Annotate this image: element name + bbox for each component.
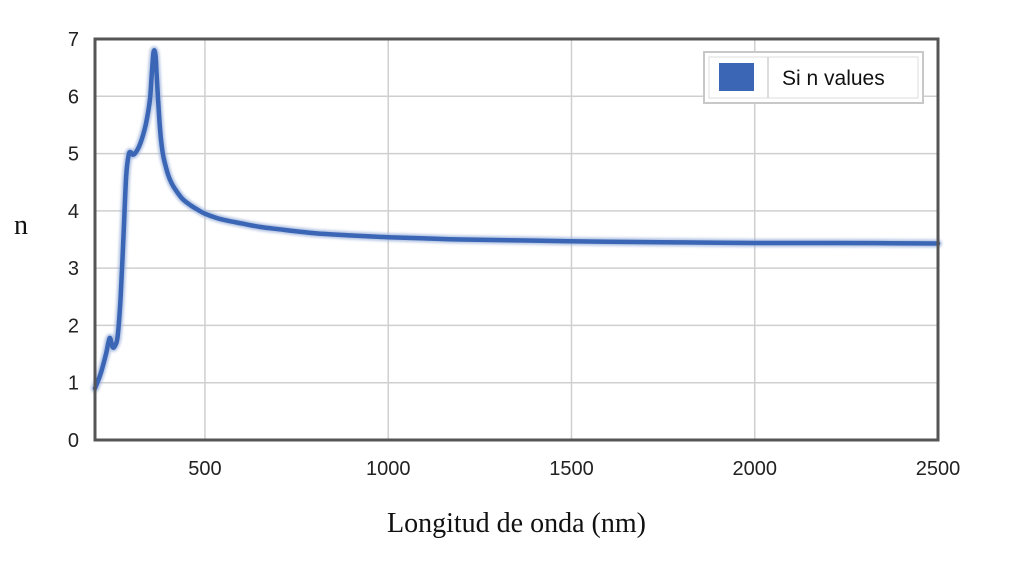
- x-tick-label: 2000: [732, 458, 777, 480]
- legend-box: [703, 51, 924, 104]
- y-tick-labels: 0 1 2 3 4 5 6 7: [68, 29, 79, 452]
- plot-frame: [93, 37, 940, 442]
- series-line: [92, 48, 941, 391]
- y-tick-label: 6: [68, 86, 79, 108]
- x-tick-label: 1000: [366, 458, 411, 480]
- x-axis-title: Longitud de onda (nm): [387, 508, 646, 539]
- legend: Si n values: [703, 51, 924, 104]
- legend-swatch: [719, 63, 754, 91]
- series-layer: [91, 46, 942, 393]
- y-tick-label: 5: [68, 144, 79, 166]
- y-tick-label: 3: [68, 258, 79, 280]
- y-tick-label: 2: [68, 315, 79, 337]
- y-tick-label: 1: [68, 373, 79, 395]
- x-tick-label: 2500: [916, 458, 961, 480]
- legend-inner-border: [708, 56, 919, 99]
- y-tick-label: 0: [68, 430, 79, 452]
- x-tick-label: 500: [188, 458, 221, 480]
- y-axis-title: n: [14, 210, 28, 241]
- y-tick-label: 7: [68, 29, 79, 51]
- y-tick-label: 4: [68, 201, 79, 223]
- x-tick-labels: 500 1000 1500 2000 2500: [188, 458, 960, 480]
- x-tick-label: 1500: [549, 458, 594, 480]
- legend-label: Si n values: [782, 67, 885, 90]
